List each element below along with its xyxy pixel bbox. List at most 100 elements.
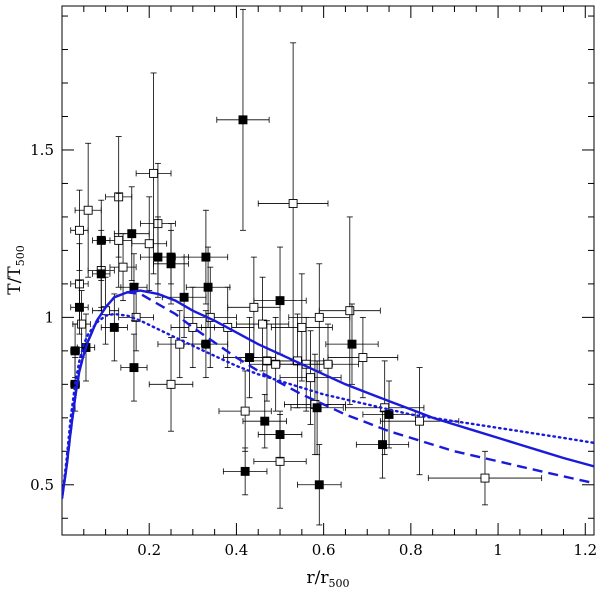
square-marker <box>188 322 198 332</box>
x-tick-label: 0.8 <box>399 541 423 559</box>
square-marker <box>238 115 248 125</box>
filled-data-point <box>297 444 342 526</box>
square-marker <box>83 205 93 215</box>
square-marker <box>271 359 281 369</box>
filled-data-point <box>253 246 307 355</box>
open-data-point <box>327 316 399 399</box>
open-data-point <box>183 266 237 368</box>
square-marker <box>258 319 268 329</box>
square-marker <box>297 322 307 332</box>
square-marker <box>203 282 213 292</box>
square-marker <box>415 416 425 426</box>
square-marker <box>347 339 357 349</box>
filled-data-point <box>242 393 287 449</box>
square-marker <box>114 235 124 245</box>
square-marker <box>275 430 285 440</box>
x-axis-title-main: r/r <box>307 568 330 588</box>
filled-data-point <box>222 316 277 399</box>
y-tick-label: 1.5 <box>30 141 54 159</box>
square-marker <box>358 353 368 363</box>
square-marker <box>249 302 259 312</box>
open-data-point <box>427 450 543 506</box>
square-marker <box>345 306 355 316</box>
y-axis-title: T/T500 <box>5 245 27 294</box>
square-marker <box>109 322 119 332</box>
filled-data-point <box>100 293 128 362</box>
dashed-model-curve <box>62 291 594 499</box>
filled-data-point <box>216 8 270 231</box>
axis-ticks <box>62 6 594 535</box>
open-data-point <box>92 276 120 345</box>
filled-data-point <box>222 447 268 496</box>
x-tick-label: 1 <box>493 541 503 559</box>
square-marker <box>480 473 490 483</box>
filled-data-point <box>70 280 89 335</box>
square-marker <box>77 319 87 329</box>
open-data-point <box>257 42 329 365</box>
data-points <box>70 8 543 526</box>
tick-labels: 0.2 0.4 0.6 0.8 1 1.2 0.5 1 1.5 <box>30 141 597 559</box>
filled-data-point <box>183 310 229 379</box>
square-marker <box>323 359 333 369</box>
filled-data-point <box>185 246 231 328</box>
square-marker <box>166 252 176 262</box>
square-marker <box>378 440 387 450</box>
square-marker <box>96 269 106 279</box>
x-tick-label: 0.6 <box>312 541 336 559</box>
square-marker <box>201 252 211 262</box>
y-axis-title-sub: 500 <box>14 245 27 266</box>
square-marker <box>275 456 285 466</box>
square-marker <box>127 229 137 239</box>
y-tick-label: 0.5 <box>30 476 54 494</box>
model-curves <box>62 289 594 500</box>
square-marker <box>149 168 159 178</box>
square-marker <box>262 356 272 366</box>
filled-data-point <box>70 323 80 379</box>
open-data-point <box>297 323 359 405</box>
filled-data-point <box>290 360 344 456</box>
open-data-point <box>318 216 381 405</box>
square-marker <box>260 416 270 426</box>
filled-data-point <box>257 410 303 459</box>
x-tick-label: 0.4 <box>224 541 248 559</box>
square-marker <box>240 466 250 476</box>
y-axis-title-main: T/T <box>5 266 25 295</box>
y-tick-label: 1 <box>44 308 54 326</box>
square-marker <box>201 339 211 349</box>
x-axis-title: r/r500 <box>307 568 350 590</box>
plot-border <box>61 5 595 536</box>
filled-data-point <box>355 410 410 479</box>
filled-data-point <box>120 333 148 402</box>
dotted-model-curve <box>62 312 594 500</box>
square-marker <box>240 406 250 416</box>
open-data-point <box>218 370 272 452</box>
square-marker <box>74 225 84 235</box>
open-data-point <box>148 337 194 432</box>
square-marker <box>179 292 189 302</box>
open-data-point <box>131 196 168 291</box>
open-data-point <box>288 263 351 372</box>
square-marker <box>118 262 128 272</box>
square-marker <box>166 379 176 389</box>
x-axis-title-sub: 500 <box>328 577 349 590</box>
square-marker <box>288 199 298 208</box>
filled-data-point <box>325 303 379 385</box>
square-marker <box>314 312 324 322</box>
square-marker <box>245 353 254 363</box>
filled-data-point <box>120 253 148 322</box>
square-marker <box>144 239 154 249</box>
filled-data-point <box>92 239 111 308</box>
square-marker <box>384 410 394 419</box>
open-data-point <box>170 286 216 368</box>
square-marker <box>312 403 322 413</box>
square-marker <box>70 346 80 356</box>
x-tick-label: 1.2 <box>573 541 597 559</box>
square-marker <box>74 302 84 312</box>
square-marker <box>275 296 285 306</box>
plot-frame <box>61 5 595 536</box>
square-marker <box>129 363 139 373</box>
open-data-point <box>74 142 102 278</box>
square-marker <box>314 480 324 490</box>
x-tick-label: 0.2 <box>137 541 161 559</box>
